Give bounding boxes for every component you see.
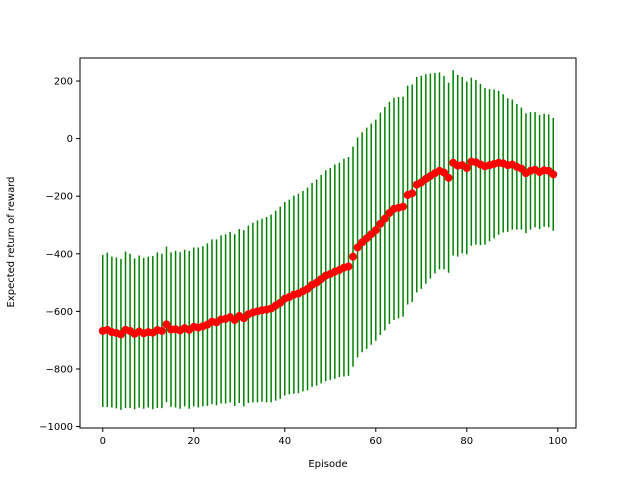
x-axis-ticks: 0 20 40 60 80 100 [100,428,567,447]
y-axis-label: Expected return of reward [6,176,17,307]
x-tick-label: 0 [100,436,106,447]
data-point [162,320,171,329]
x-axis-label: Episode [308,459,347,470]
data-point [549,170,558,179]
y-tick-label: −1000 [39,422,73,433]
y-tick-label: −600 [46,307,73,318]
x-tick-label: 20 [187,436,200,447]
data-point [349,252,358,261]
y-tick-label: 200 [54,77,73,88]
plot-frame [79,57,577,429]
data-points [98,157,558,339]
data-point [380,214,389,223]
data-point [376,219,385,228]
x-tick-label: 80 [460,436,473,447]
x-tick-label: 40 [278,436,291,447]
y-tick-label: −400 [46,249,73,260]
y-tick-label: 0 [67,134,73,145]
data-point [399,202,408,211]
data-point [408,189,417,198]
x-tick-label: 60 [369,436,382,447]
data-point [371,226,380,235]
data-point [157,326,166,335]
y-axis-ticks: −1000 −800 −600 −400 −200 0 200 [39,77,80,433]
data-point [344,262,353,271]
data-point [440,168,449,177]
y-tick-label: −800 [46,364,73,375]
y-tick-label: −200 [46,192,73,203]
x-tick-label: 100 [548,436,567,447]
data-point [444,173,453,182]
data-point [353,243,362,252]
data-point [462,163,471,172]
